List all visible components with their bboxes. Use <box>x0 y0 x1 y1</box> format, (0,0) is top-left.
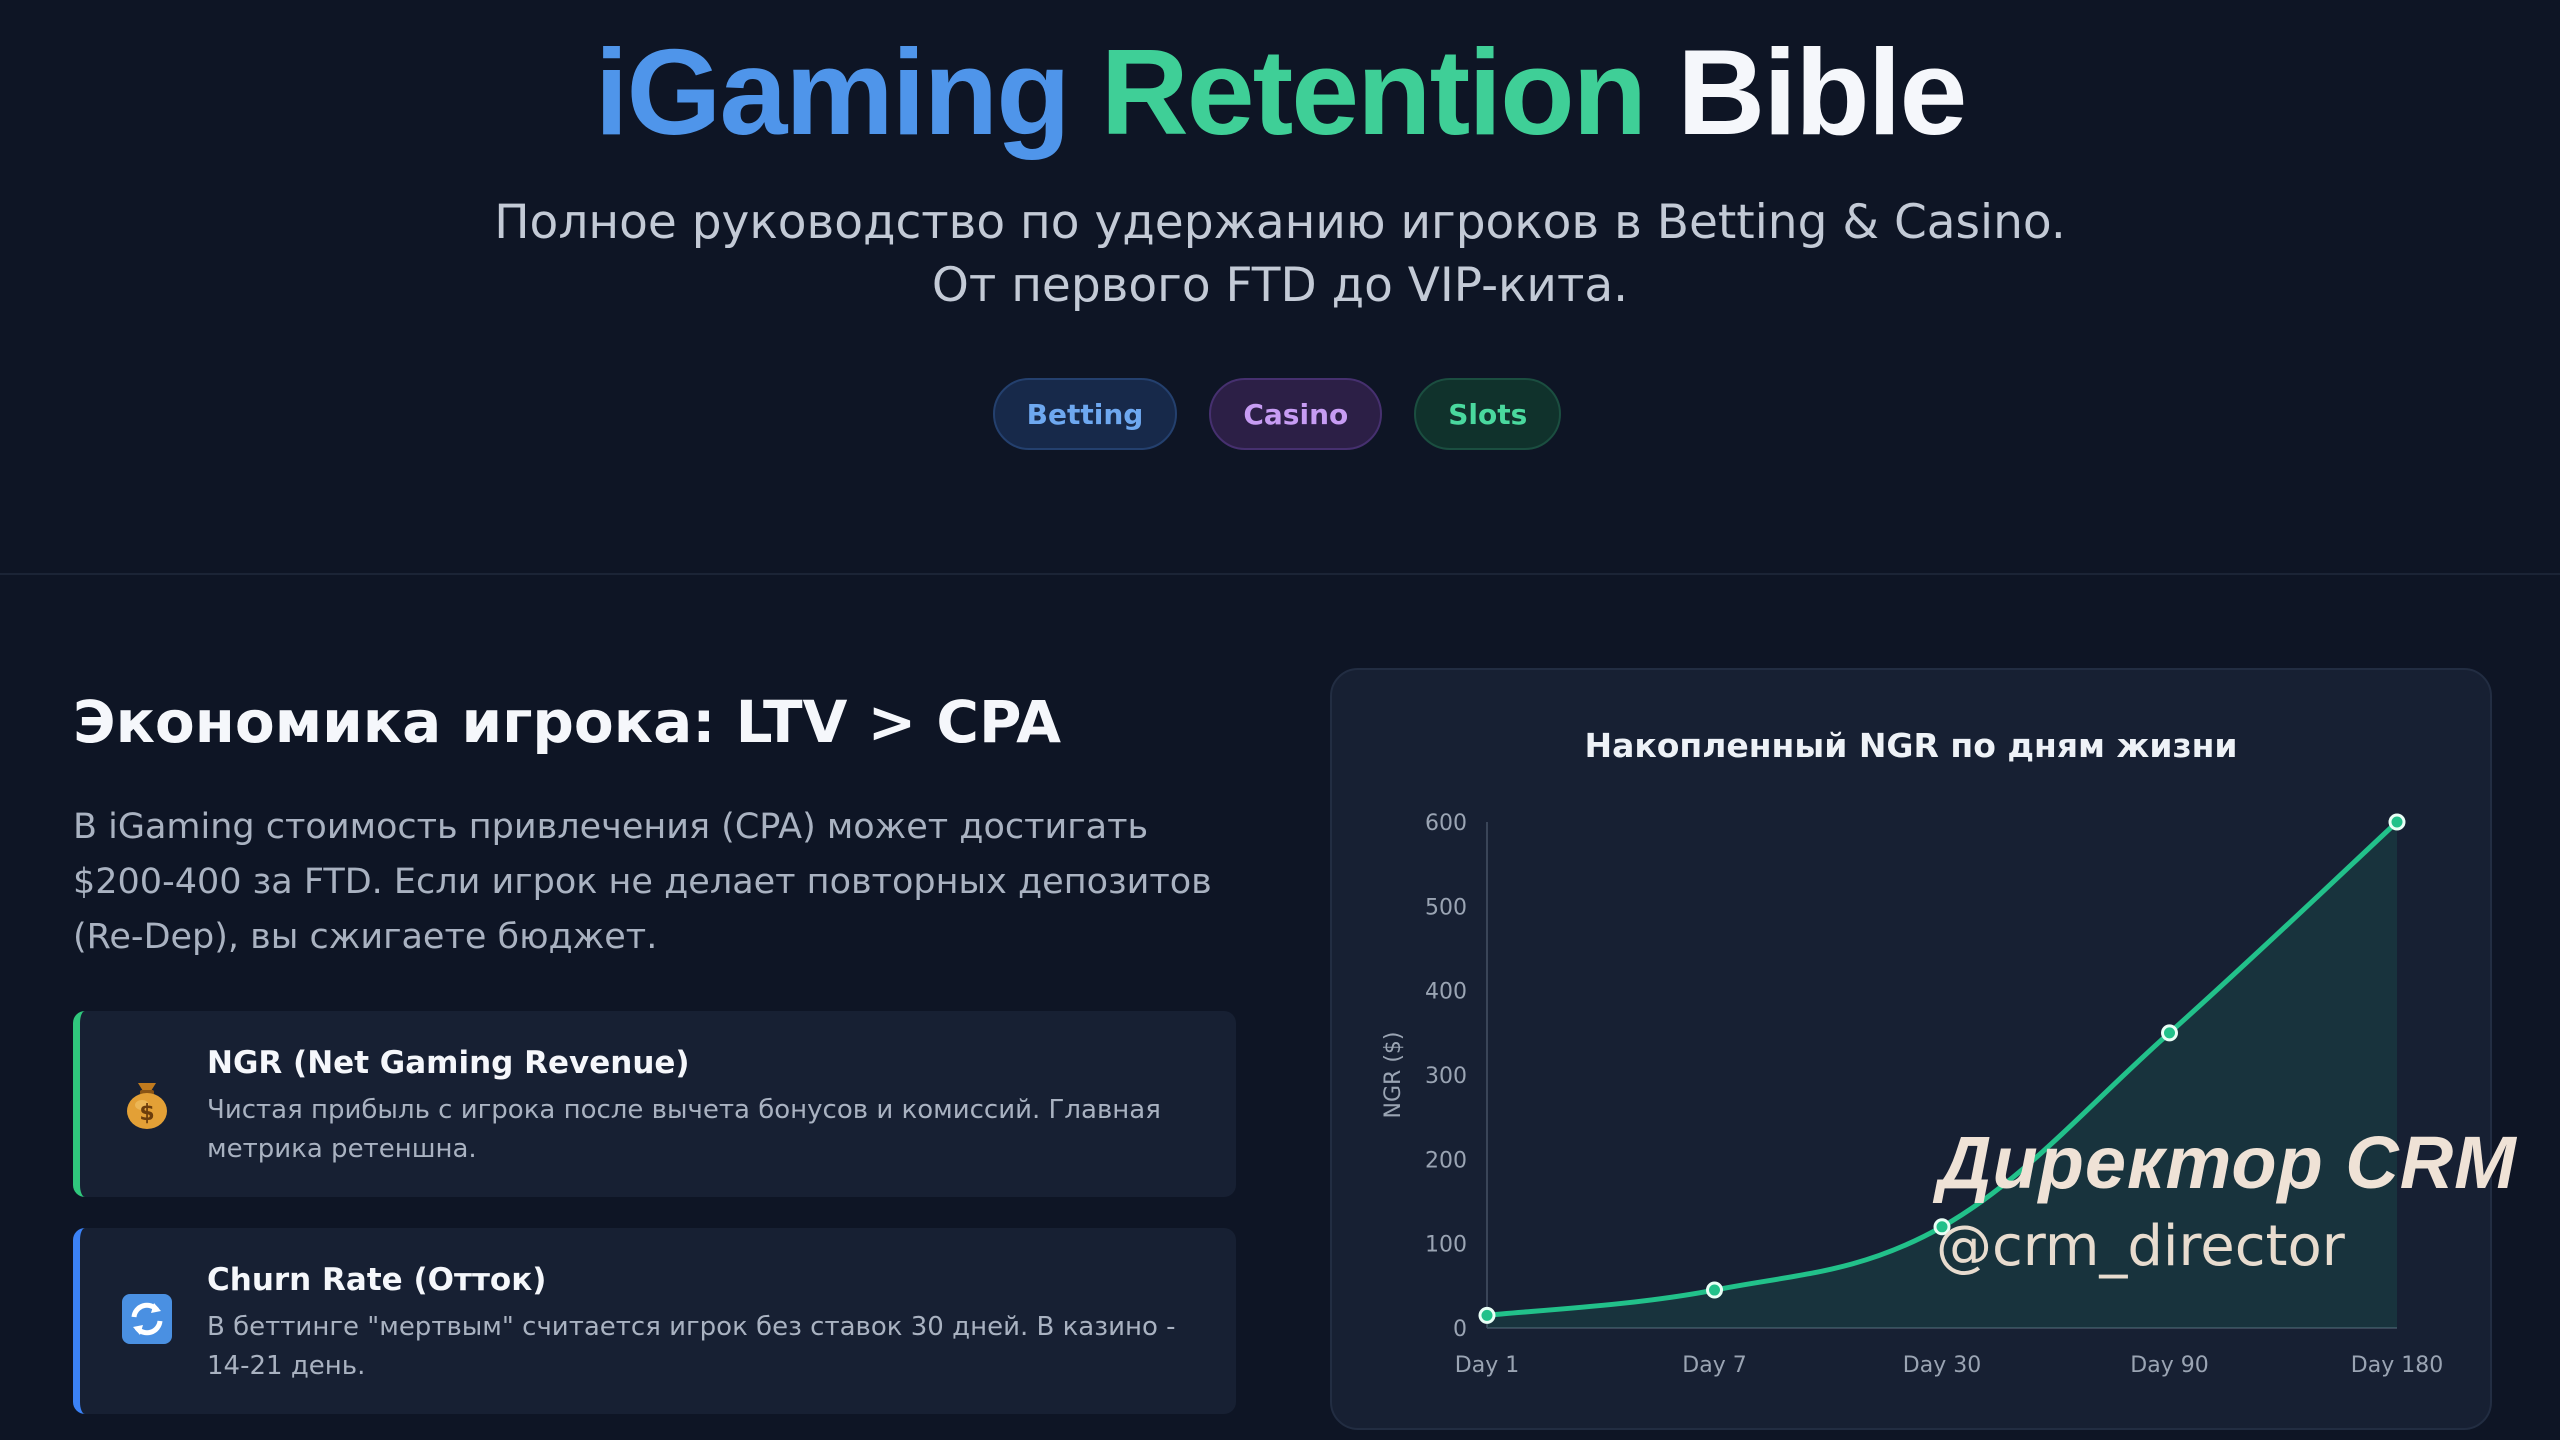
hero-subtitle-line1: Полное руководство по удержанию игроков … <box>494 195 2066 250</box>
card-description: В беттинге "мертвым" считается игрок без… <box>207 1312 1176 1381</box>
hero-subtitle-line2: От первого FTD до VIP-кита. <box>931 258 1629 313</box>
ngr-chart-panel: Накопленный NGR по дням жизни 0 100 200 300… <box>1330 668 2492 1430</box>
x-tick-label: Day 180 <box>2351 1353 2443 1378</box>
tag-betting[interactable]: Betting <box>992 378 1178 450</box>
x-tick-label: Day 1 <box>1455 1353 1519 1378</box>
y-tick-label: 400 <box>1425 980 1467 1005</box>
y-tick-label: 500 <box>1425 895 1467 920</box>
data-point <box>1706 1281 1723 1299</box>
ngr-chart: 0 100 200 300 400 500 600 Day 1 Day 7 Day 30 Day 9… <box>1381 811 2443 1378</box>
watermark-handle: @crm_director <box>1936 1214 2345 1279</box>
data-point <box>1478 1306 1496 1324</box>
tag-casino[interactable]: Casino <box>1209 378 1383 450</box>
y-tick-label: 600 <box>1425 811 1467 836</box>
y-tick-label: 100 <box>1425 1233 1467 1258</box>
section-title: Экономика игрока: LTV > CPA <box>73 688 1062 756</box>
card-title: Churn Rate (Отток) <box>207 1262 547 1298</box>
ngr-area-fill <box>1487 822 2397 1328</box>
tag-list: Betting Casino Slots <box>0 378 2560 450</box>
watermark-title: Директор CRM <box>1938 1121 2517 1204</box>
y-axis-label: NGR ($) <box>1381 1032 1406 1119</box>
chart-title: Накопленный NGR по дням жизни <box>1584 726 2238 765</box>
title-part-bible: Bible <box>1677 24 1967 160</box>
money-bag-icon: $ <box>118 1073 176 1131</box>
data-point <box>2388 813 2406 831</box>
section-text: В iGaming стоимость привлечения (CPA) мо… <box>73 807 1212 957</box>
metric-card-ngr: $ NGR (Net Gaming Revenue) Чистая прибыл… <box>73 1011 1236 1197</box>
page-title: iGaming Retention Bible <box>0 22 2560 162</box>
y-tick-label: 0 <box>1453 1317 1467 1342</box>
x-tick-label: Day 30 <box>1903 1353 1981 1378</box>
title-part-retention: Retention <box>1100 24 1648 160</box>
svg-text:$: $ <box>139 1101 154 1126</box>
data-point <box>2161 1024 2178 1042</box>
refresh-icon <box>118 1290 176 1348</box>
metric-card-churn: Churn Rate (Отток) В беттинге "мертвым" … <box>73 1228 1236 1414</box>
tag-slots[interactable]: Slots <box>1414 378 1562 450</box>
x-tick-label: Day 7 <box>1682 1353 1746 1378</box>
data-point <box>1933 1218 1951 1236</box>
title-part-igaming: iGaming <box>594 24 1071 160</box>
x-tick-label: Day 90 <box>2130 1353 2208 1378</box>
hero-section: iGaming Retention Bible Полное руководст… <box>0 0 2560 575</box>
y-tick-label: 300 <box>1425 1064 1467 1089</box>
card-description: Чистая прибыль с игрока после вычета бон… <box>207 1095 1161 1164</box>
y-tick-label: 200 <box>1425 1148 1467 1173</box>
ngr-series-line <box>1486 820 2399 1318</box>
card-title: NGR (Net Gaming Revenue) <box>207 1045 690 1081</box>
